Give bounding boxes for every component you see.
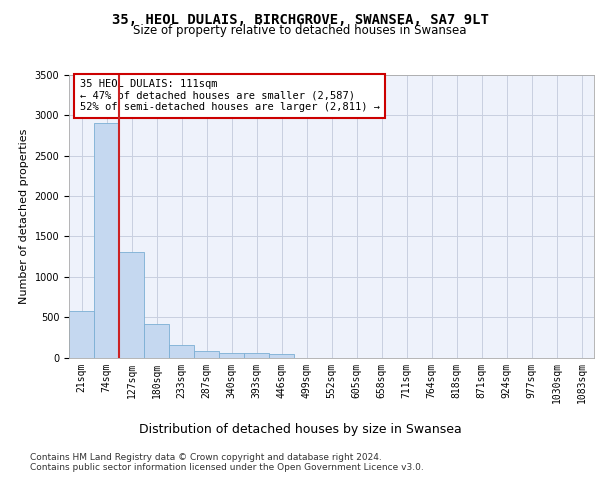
Bar: [119, 252, 144, 358]
Bar: [269, 354, 294, 358]
Bar: [219, 353, 244, 358]
Bar: [144, 324, 169, 358]
Bar: [244, 354, 269, 358]
Bar: [69, 312, 94, 358]
Bar: [169, 345, 194, 358]
Text: Distribution of detached houses by size in Swansea: Distribution of detached houses by size …: [139, 422, 461, 436]
Text: Size of property relative to detached houses in Swansea: Size of property relative to detached ho…: [133, 24, 467, 37]
Text: 35 HEOL DULAIS: 111sqm
← 47% of detached houses are smaller (2,587)
52% of semi-: 35 HEOL DULAIS: 111sqm ← 47% of detached…: [79, 79, 380, 112]
Text: 35, HEOL DULAIS, BIRCHGROVE, SWANSEA, SA7 9LT: 35, HEOL DULAIS, BIRCHGROVE, SWANSEA, SA…: [112, 12, 488, 26]
Y-axis label: Number of detached properties: Number of detached properties: [19, 128, 29, 304]
Bar: [94, 124, 119, 358]
Text: Contains HM Land Registry data © Crown copyright and database right 2024.
Contai: Contains HM Land Registry data © Crown c…: [30, 452, 424, 472]
Bar: [194, 351, 219, 358]
